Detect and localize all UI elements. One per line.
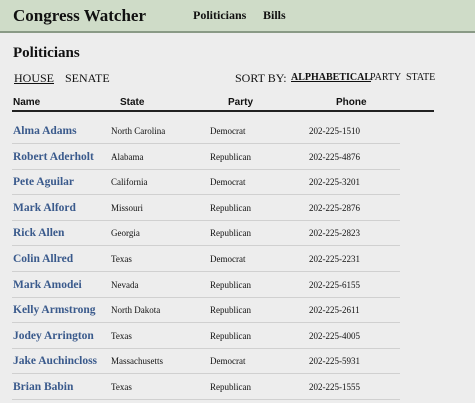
page-title: Politicians bbox=[13, 45, 80, 61]
politician-party: Republican bbox=[210, 279, 251, 290]
table-row: Pete Aguilar California Democrat 202-225… bbox=[0, 169, 475, 195]
table-row: Rick Allen Georgia Republican 202-225-28… bbox=[0, 220, 475, 246]
brand-title[interactable]: Congress Watcher bbox=[13, 6, 147, 25]
politician-phone: 202-225-2231 bbox=[309, 253, 360, 264]
table-row: Brian Babin Texas Republican 202-225-155… bbox=[0, 374, 475, 400]
table-row: Jake Auchincloss Massachusetts Democrat … bbox=[0, 348, 475, 374]
politician-party: Republican bbox=[210, 305, 251, 316]
sort-option-state[interactable]: STATE bbox=[406, 72, 436, 83]
politician-state: North Carolina bbox=[111, 126, 166, 136]
politician-name-link[interactable]: Colin Allred bbox=[13, 252, 74, 265]
table-row: Robert Aderholt Alabama Republican 202-2… bbox=[0, 144, 475, 170]
column-header-phone: Phone bbox=[336, 97, 367, 108]
politician-phone: 202-225-1555 bbox=[309, 381, 360, 392]
table-row: Kelly Armstrong North Dakota Republican … bbox=[0, 297, 475, 323]
top-navigation-bar: Congress Watcher Politicians Bills bbox=[0, 0, 475, 33]
politician-name-link[interactable]: Mark Alford bbox=[13, 201, 76, 214]
politicians-table-body: Alma Adams North Carolina Democrat 202-2… bbox=[0, 118, 475, 400]
politician-phone: 202-225-1510 bbox=[309, 126, 360, 136]
politician-party: Republican bbox=[210, 330, 251, 341]
politician-phone: 202-225-2823 bbox=[309, 228, 360, 239]
politician-name-link[interactable]: Robert Aderholt bbox=[13, 150, 94, 163]
politician-party: Republican bbox=[210, 151, 251, 162]
politician-party: Democrat bbox=[210, 126, 246, 136]
sort-by-label: SORT BY: bbox=[235, 71, 287, 85]
politician-phone: 202-225-3201 bbox=[309, 177, 360, 188]
politician-name-link[interactable]: Alma Adams bbox=[13, 125, 77, 137]
column-header-state: State bbox=[120, 97, 145, 108]
tab-senate[interactable]: SENATE bbox=[65, 71, 110, 85]
politician-party: Republican bbox=[210, 228, 251, 239]
sort-option-alphabetical[interactable]: ALPHABETICAL bbox=[291, 72, 372, 83]
table-row: Mark Alford Missouri Republican 202-225-… bbox=[0, 195, 475, 221]
politician-state: Texas bbox=[111, 253, 132, 264]
politician-name-link[interactable]: Rick Allen bbox=[13, 227, 65, 240]
politician-name-link[interactable]: Jake Auchincloss bbox=[13, 355, 98, 368]
politician-name-link[interactable]: Brian Babin bbox=[13, 380, 74, 393]
politician-state: Alabama bbox=[111, 151, 144, 162]
politician-phone: 202-225-4876 bbox=[309, 151, 360, 162]
politician-phone: 202-225-2611 bbox=[309, 305, 360, 316]
nav-link-bills[interactable]: Bills bbox=[263, 8, 286, 22]
column-header-name: Name bbox=[13, 97, 41, 108]
tab-house[interactable]: HOUSE bbox=[14, 71, 55, 85]
politician-state: Georgia bbox=[111, 228, 140, 239]
politician-state: Texas bbox=[111, 330, 132, 341]
table-row: Alma Adams North Carolina Democrat 202-2… bbox=[0, 118, 475, 144]
table-header-divider bbox=[12, 110, 434, 112]
politician-party: Republican bbox=[210, 202, 251, 213]
politician-state: Missouri bbox=[111, 202, 144, 213]
politician-party: Democrat bbox=[210, 177, 246, 188]
politician-phone: 202-225-2876 bbox=[309, 202, 360, 213]
politician-party: Democrat bbox=[210, 253, 246, 264]
table-row: Jodey Arrington Texas Republican 202-225… bbox=[0, 323, 475, 349]
politician-name-link[interactable]: Kelly Armstrong bbox=[13, 304, 96, 317]
politician-phone: 202-225-5931 bbox=[309, 356, 360, 367]
nav-link-politicians[interactable]: Politicians bbox=[193, 8, 247, 22]
politician-state: California bbox=[111, 177, 148, 188]
table-row: Mark Amodei Nevada Republican 202-225-61… bbox=[0, 272, 475, 298]
table-row: Colin Allred Texas Democrat 202-225-2231 bbox=[0, 246, 475, 272]
politician-phone: 202-225-6155 bbox=[309, 279, 360, 290]
politician-party: Republican bbox=[210, 381, 251, 392]
politician-state: North Dakota bbox=[111, 305, 161, 316]
politician-name-link[interactable]: Jodey Arrington bbox=[13, 329, 94, 342]
politician-name-link[interactable]: Pete Aguilar bbox=[13, 176, 74, 189]
politician-party: Democrat bbox=[210, 356, 246, 367]
politician-state: Massachusetts bbox=[111, 356, 163, 367]
politician-phone: 202-225-4005 bbox=[309, 330, 360, 341]
politician-state: Texas bbox=[111, 381, 132, 392]
column-header-party: Party bbox=[228, 97, 254, 108]
politician-state: Nevada bbox=[111, 279, 139, 290]
sort-option-party[interactable]: PARTY bbox=[370, 72, 402, 83]
politician-name-link[interactable]: Mark Amodei bbox=[13, 278, 82, 291]
